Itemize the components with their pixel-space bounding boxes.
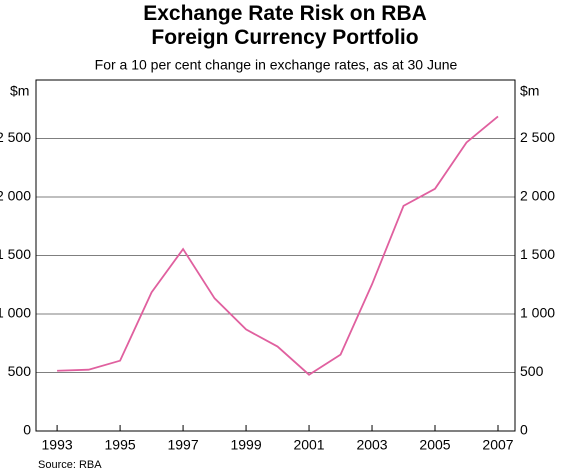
source: Source: RBA xyxy=(38,459,102,471)
y2-tick-label: 500 xyxy=(520,363,544,379)
x-tick-label: 2005 xyxy=(419,437,450,453)
y2-tick-label: 2 000 xyxy=(520,188,555,204)
y2-tick-label: 1 500 xyxy=(520,246,555,262)
y-tick-label: 2 500 xyxy=(0,129,31,145)
x-tick-label: 1993 xyxy=(42,437,73,453)
x-tick-label: 1999 xyxy=(230,437,261,453)
x-tick-label: 2003 xyxy=(356,437,387,453)
x-tick-label: 1995 xyxy=(105,437,136,453)
x-tick-label: 2007 xyxy=(482,437,513,453)
line xyxy=(57,115,499,376)
x-tick-label: 1997 xyxy=(167,437,198,453)
y-tick-label: 1 000 xyxy=(0,305,31,321)
y2-tick-label: 0 xyxy=(520,422,528,438)
x-tick-label: 2001 xyxy=(293,437,324,453)
y-tick-label: 1 500 xyxy=(0,246,31,262)
y2-tick-label: 2 500 xyxy=(520,129,555,145)
y2-axis-label: $m xyxy=(520,83,539,99)
chart-title-box: Exchange Rate Risk on RBA Foreign Curren… xyxy=(0,2,570,50)
y-tick-label: 0 xyxy=(23,422,31,438)
y-axis-label: $m xyxy=(10,83,29,99)
y-tick-label: 500 xyxy=(8,363,32,379)
y2-tick-label: 1 000 xyxy=(520,305,555,321)
chart-title: Exchange Rate Risk on RBA Foreign Curren… xyxy=(143,2,427,49)
chart-subtitle: For a 10 per cent change in exchange rat… xyxy=(95,57,458,73)
y-tick-label: 2 000 xyxy=(0,188,31,204)
